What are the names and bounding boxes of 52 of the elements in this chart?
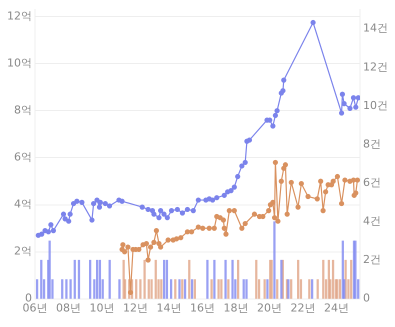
x-tick-label: 12년 — [123, 301, 148, 314]
bar — [236, 260, 240, 299]
bar — [181, 279, 184, 299]
y2-tick-label: 14건 — [363, 22, 388, 35]
bar — [322, 260, 324, 299]
bar — [89, 260, 92, 299]
x-tick-label: 16년 — [190, 301, 216, 314]
bar — [255, 260, 258, 299]
bar — [194, 279, 196, 299]
x-tick-label: 24년 — [324, 301, 350, 314]
bar — [135, 279, 138, 299]
y2-tick-label: 0 — [363, 292, 370, 305]
bar — [242, 279, 245, 299]
x-tick-label: 10년 — [90, 301, 115, 314]
y2-tick-label: 6건 — [363, 176, 382, 189]
bar — [290, 279, 292, 299]
bar — [264, 279, 266, 299]
bar — [48, 240, 51, 299]
x-tick-label: 18년 — [224, 301, 249, 314]
bar — [220, 279, 223, 299]
y2-tick-label: 10건 — [363, 98, 388, 112]
bar — [96, 260, 98, 299]
bar — [148, 279, 150, 299]
bar — [350, 260, 352, 299]
bar — [154, 260, 157, 299]
bar — [297, 260, 300, 299]
y-tick-label: 4억 — [14, 198, 32, 211]
bar — [74, 260, 76, 299]
y-tick-label: 2억 — [14, 244, 32, 258]
bar — [174, 279, 176, 299]
y-tick-label: 6억 — [14, 150, 32, 164]
bar — [316, 279, 319, 299]
bar — [227, 279, 230, 299]
y2-tick-label: 4건 — [363, 214, 382, 228]
bar — [188, 260, 190, 299]
y2-tick-label: 8건 — [363, 137, 382, 150]
bar — [40, 260, 42, 299]
x-tick-label: 20년 — [257, 301, 282, 314]
bar — [308, 279, 310, 299]
bar — [61, 279, 64, 299]
y-tick-label: 12억 — [6, 10, 32, 23]
x-tick-label: 22년 — [290, 301, 316, 314]
y2-tick-label: 12건 — [363, 60, 388, 74]
y-tick-label: 8억 — [14, 104, 32, 117]
x-tick-label: 14년 — [156, 301, 182, 314]
y2-tick-label: 2건 — [363, 253, 382, 266]
x-tick-label: 08년 — [56, 301, 82, 314]
y-tick-label: 10억 — [6, 56, 32, 70]
bar — [276, 279, 278, 299]
bar — [163, 260, 166, 299]
bar — [108, 260, 111, 299]
bar — [160, 279, 162, 299]
